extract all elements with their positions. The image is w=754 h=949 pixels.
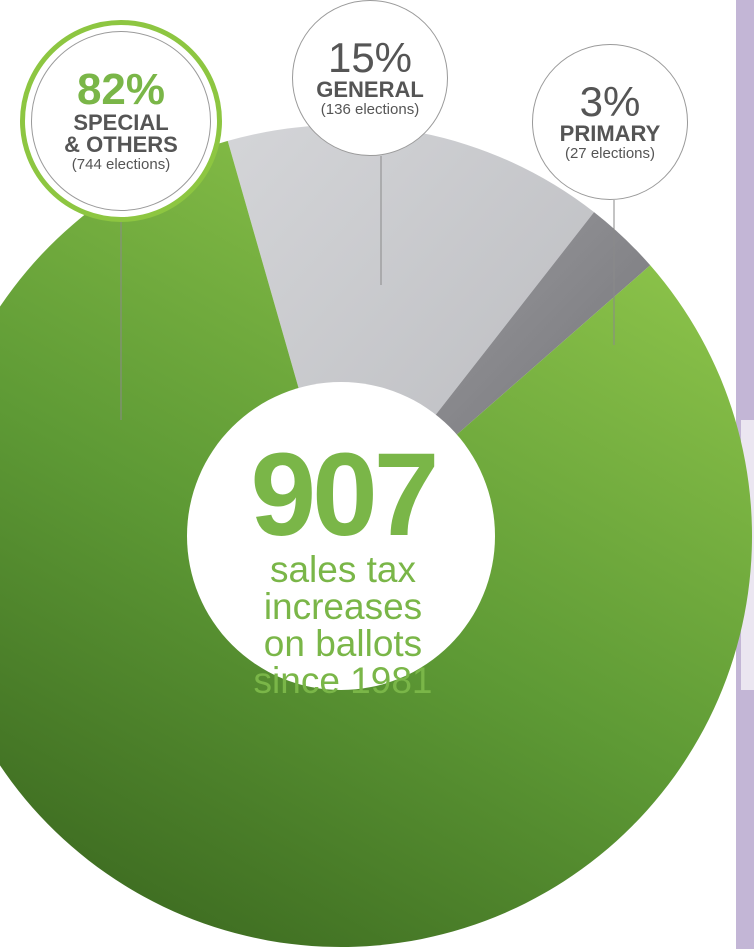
center-summary: 907 sales tax increases on ballots since… [193,387,493,699]
primary-percent-label: 3% [579,78,641,125]
general-category-label: GENERAL [316,77,424,102]
callout-special-others: 82% SPECIAL & OTHERS (744 elections) [20,20,222,222]
donut-hole [187,382,495,690]
special-category-line1: SPECIAL [73,110,169,135]
general-count-label: (136 elections) [320,101,420,118]
caption-line-3: on ballots [263,623,423,665]
primary-category-label: PRIMARY [559,121,661,146]
total-count: 907 [250,429,440,561]
callout-primary: 3% PRIMARY (27 elections) [532,44,688,200]
callout-special-inner: 82% SPECIAL & OTHERS (744 elections) [31,31,211,211]
caption-line-1: sales tax [269,549,416,591]
callout-general: 15% GENERAL (136 elections) [292,0,448,156]
special-count-label: (744 elections) [71,156,171,173]
caption-line-2: increases [263,586,423,628]
special-percent-label: 82% [76,65,166,114]
primary-count-label: (27 elections) [564,145,656,162]
special-category-line2: & OTHERS [64,132,178,157]
center-caption: sales tax increases on ballots since 198… [218,551,468,699]
general-percent-label: 15% [327,34,413,81]
caption-line-4: since 1981 [253,660,433,702]
